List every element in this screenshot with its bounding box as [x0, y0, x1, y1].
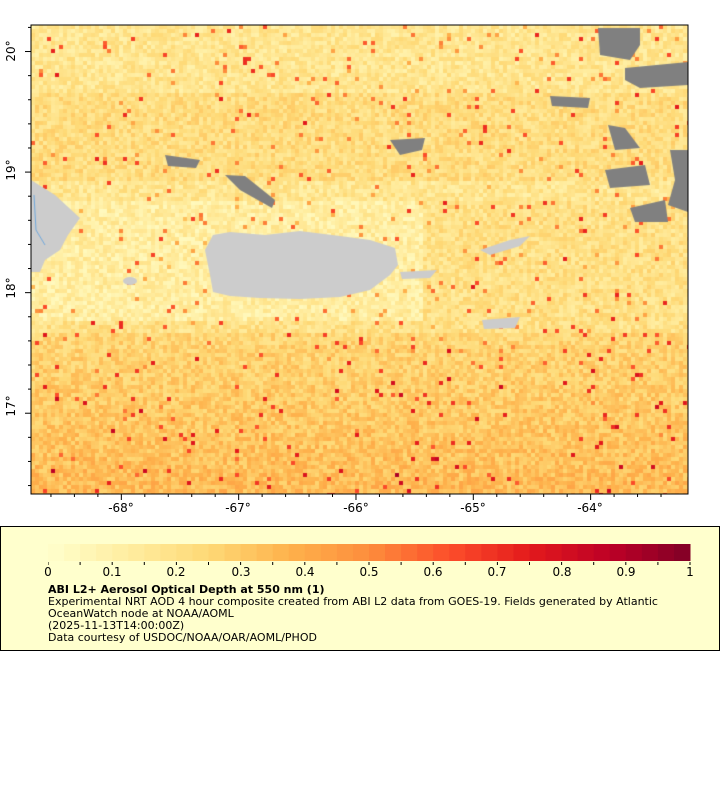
colorbar-segment	[304, 544, 322, 561]
colorbar-segment	[545, 544, 563, 561]
map-border	[30, 24, 689, 495]
x-tick-label: -65°	[460, 501, 486, 515]
legend-description: OceanWatch node at NOAA/AOML	[48, 607, 234, 620]
colorbar-tick-label: 0.3	[231, 565, 251, 579]
colorbar-segment	[625, 544, 643, 561]
legend-description: Experimental NRT AOD 4 hour composite cr…	[48, 595, 658, 608]
colorbar-segment	[449, 544, 466, 561]
y-tick-label: 18°	[4, 277, 18, 299]
colorbar-segment	[320, 544, 338, 561]
x-tick-label: -64°	[577, 501, 603, 515]
colorbar-segment	[208, 544, 226, 561]
colorbar-segment	[673, 544, 691, 561]
colorbar-segment	[80, 544, 97, 561]
colorbar-tick-label: 0.8	[552, 565, 572, 579]
colorbar-segment	[128, 544, 145, 561]
y-tick-label: 20°	[4, 40, 18, 62]
colorbar-segment	[160, 544, 177, 561]
colorbar-segment	[369, 544, 386, 561]
colorbar-tick-label: 0.6	[423, 565, 443, 579]
colorbar-segment	[577, 544, 595, 561]
colorbar-segment	[96, 544, 113, 561]
colorbar-segment	[192, 544, 209, 561]
colorbar-segment	[112, 544, 129, 561]
x-tick-label: -66°	[343, 501, 369, 515]
colorbar-segment	[529, 544, 547, 561]
colorbar-tick-label: 0	[44, 565, 52, 579]
colorbar-tick-label: 0.4	[295, 565, 315, 579]
colorbar-segment	[256, 544, 274, 561]
colorbar-segment	[288, 544, 306, 561]
colorbar-tick-label: 0.2	[166, 565, 186, 579]
colorbar-segment	[336, 544, 354, 561]
x-tick-label: -68°	[108, 501, 134, 515]
colorbar-tick-label: 0.1	[102, 565, 122, 579]
colorbar-tick-label: 0.7	[487, 565, 507, 579]
colorbar-segment	[641, 544, 659, 561]
aod-map	[31, 25, 688, 494]
legend-title: ABI L2+ Aerosol Optical Depth at 550 nm …	[48, 583, 325, 596]
colorbar-segment	[513, 544, 530, 561]
colorbar-segment	[64, 544, 81, 561]
colorbar-segment	[497, 544, 514, 561]
colorbar-segment	[657, 544, 675, 561]
colorbar-segment	[144, 544, 161, 561]
y-tick-label: 19°	[4, 159, 18, 181]
colorbar-segment	[609, 544, 627, 561]
colorbar-segment	[593, 544, 611, 561]
colorbar-segment	[417, 544, 434, 561]
legend-time: (2025-11-13T14:00:00Z)	[48, 619, 185, 632]
colorbar	[48, 544, 691, 565]
colorbar-segment	[48, 544, 65, 561]
colorbar-segment	[272, 544, 290, 561]
colorbar-segment	[176, 544, 193, 561]
colorbar-segment	[224, 544, 242, 561]
colorbar-segment	[465, 544, 482, 561]
colorbar-segment	[240, 544, 258, 561]
colorbar-segment	[481, 544, 498, 561]
colorbar-tick-label: 0.5	[359, 565, 379, 579]
legend-panel: 0 0.1 0.2 0.3 0.4 0.5 0.6 0.7 0.8 0.9 1 …	[0, 526, 720, 651]
legend-credit: Data courtesy of USDOC/NOAA/OAR/AOML/PHO…	[48, 631, 317, 644]
colorbar-segment	[385, 544, 402, 561]
colorbar-segment	[561, 544, 579, 561]
colorbar-tick-label: 0.9	[616, 565, 636, 579]
colorbar-segment	[433, 544, 450, 561]
x-tick-label: -67°	[225, 501, 251, 515]
colorbar-tick-label: 1	[686, 565, 694, 579]
map-axes	[25, 24, 689, 500]
colorbar-segment	[401, 544, 418, 561]
colorbar-segment	[352, 544, 370, 561]
y-tick-label: 17°	[4, 395, 18, 417]
